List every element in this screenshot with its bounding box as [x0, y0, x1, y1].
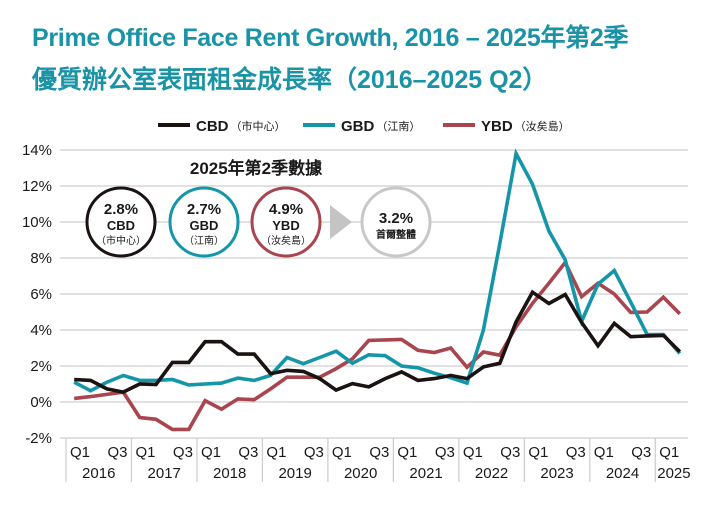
- year-label: 2022: [475, 465, 508, 482]
- series-lines: [73, 148, 682, 432]
- x-tick-label: Q3: [369, 444, 389, 461]
- x-tick-label: Q3: [566, 444, 586, 461]
- y-tick-label: 12%: [22, 178, 52, 195]
- y-tick-label: 10%: [22, 214, 52, 231]
- series-line-cbd: [74, 289, 682, 394]
- legend-sublabel: （江南）: [376, 120, 420, 133]
- x-tick-label: Q3: [435, 444, 455, 461]
- x-tick-label: Q1: [659, 444, 679, 461]
- year-label: 2020: [344, 465, 377, 482]
- legend-label-cbd: CBD: [196, 118, 229, 135]
- year-label: 2025: [657, 465, 690, 482]
- year-label: 2023: [540, 465, 573, 482]
- x-tick-label: Q3: [238, 444, 258, 461]
- x-axis: Q1 Q3 2016 Q1 Q3 2017 Q1 Q3 2018 Q1 Q3 2019 Q1 Q3 2020…: [65, 438, 691, 482]
- x-tick-label: Q1: [463, 444, 483, 461]
- x-tick-label: Q3: [304, 444, 324, 461]
- x-tick-label: Q3: [173, 444, 193, 461]
- y-tick-label: 14%: [22, 142, 52, 159]
- x-tick-label: Q1: [397, 444, 417, 461]
- chart-title-chinese: 優質辦公室表面租金成長率（2016–2025 Q2）: [32, 66, 548, 94]
- chart-title-english: Prime Office Face Rent Growth, 2016 – 20…: [32, 24, 629, 52]
- summary-sublabel: （汝矣島）: [261, 234, 311, 247]
- x-tick-label: Q1: [528, 444, 548, 461]
- legend-sublabel: （汝矣島）: [515, 119, 570, 133]
- x-tick-label: Q3: [107, 444, 127, 461]
- summary-value: 2.8%: [104, 201, 138, 218]
- series-line-gbd: [73, 148, 682, 393]
- x-tick-label: Q3: [500, 444, 520, 461]
- x-tick-label: Q1: [332, 444, 352, 461]
- summary-circle-ybd: [250, 186, 322, 258]
- y-tick-label: 0%: [30, 394, 52, 411]
- year-label: 2018: [213, 465, 246, 482]
- summary-name: GBD: [190, 218, 219, 233]
- summary-sublabel: （市中心）: [96, 234, 146, 247]
- legend: CBD （市中心） GBD （江南） YBD （汝矣島）: [158, 118, 570, 135]
- summary-value: 2.7%: [187, 201, 221, 218]
- legend-sublabel: （市中心）: [231, 119, 286, 133]
- series-line-ybd: [74, 259, 682, 432]
- x-tick-label: Q1: [594, 444, 614, 461]
- summary-heading: 2025年第2季數據: [190, 158, 323, 178]
- summary-sublabel: （江南）: [184, 234, 224, 247]
- summary-label-overall: 首爾整體: [376, 228, 416, 241]
- year-label: 2016: [82, 465, 115, 482]
- summary-value-overall: 3.2%: [379, 210, 413, 227]
- year-label: 2017: [148, 465, 181, 482]
- x-tick-label: Q1: [266, 444, 286, 461]
- y-tick-label: 2%: [30, 358, 52, 375]
- summary-circle-overall: [360, 186, 432, 258]
- summary-name: CBD: [107, 218, 135, 233]
- year-label: 2024: [606, 465, 639, 482]
- summary-value: 4.9%: [269, 201, 303, 218]
- legend-label-gbd: GBD: [341, 118, 375, 135]
- summary-circle-gbd: [168, 186, 240, 258]
- y-axis: -2% 0% 2% 4% 6% 8% 10% 12% 14%: [22, 142, 52, 447]
- x-tick-label: Q1: [70, 444, 90, 461]
- x-tick-label: Q1: [135, 444, 155, 461]
- y-tick-label: 4%: [30, 322, 52, 339]
- year-label: 2021: [409, 465, 442, 482]
- legend-label-ybd: YBD: [481, 118, 513, 135]
- arrow-right-icon: [330, 205, 352, 239]
- year-label: 2019: [278, 465, 311, 482]
- summary-panel: 2025年第2季數據 2.8%CBD（市中心） 2.7%GBD（江南） 4.9%YBD…: [85, 158, 432, 258]
- y-tick-label: 6%: [30, 286, 52, 303]
- summary-name: YBD: [272, 218, 299, 233]
- y-tick-label: 8%: [30, 250, 52, 267]
- y-tick-label: -2%: [25, 430, 52, 447]
- x-tick-label: Q3: [631, 444, 651, 461]
- x-tick-label: Q1: [201, 444, 221, 461]
- summary-circle-cbd: [85, 186, 157, 258]
